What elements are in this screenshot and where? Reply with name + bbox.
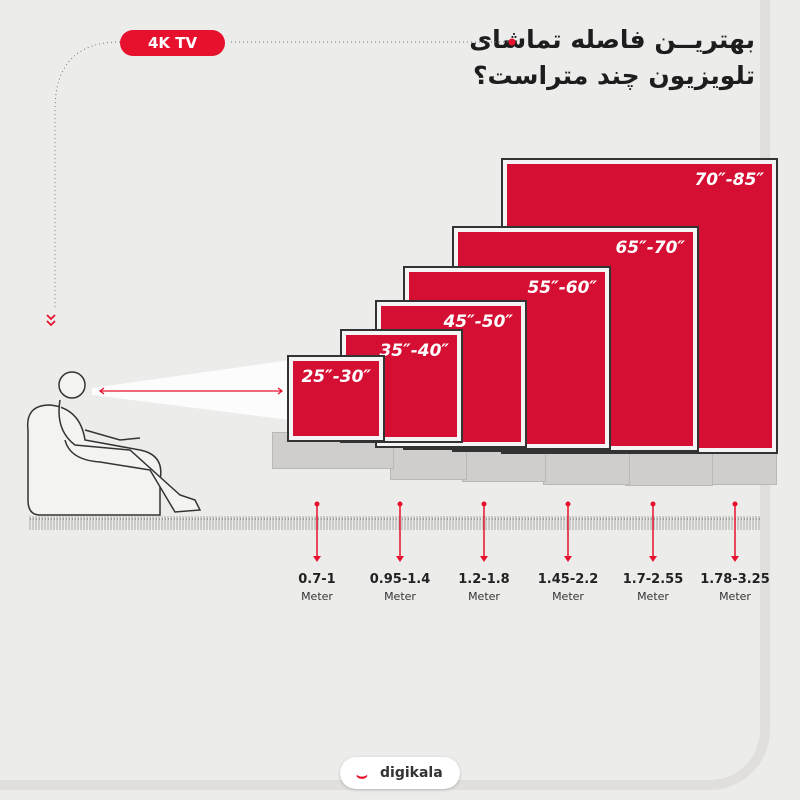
- distance-label: 1.45-2.2 Meter: [523, 572, 613, 603]
- distance-unit: Meter: [301, 590, 333, 603]
- brand-name: digikala: [380, 765, 443, 781]
- tv-size-label: 65″-70″: [615, 238, 685, 258]
- distance-arrow: [731, 501, 739, 562]
- logo-smile-icon: ⌣: [356, 765, 368, 786]
- distance-arrow: [649, 501, 657, 562]
- distance-value: 0.95-1.4: [369, 572, 431, 587]
- tv-stand: [543, 446, 630, 485]
- tv-size-label: 70″-85″: [694, 170, 764, 190]
- distance-arrows: [313, 501, 739, 562]
- distance-unit: Meter: [637, 590, 669, 603]
- distance-arrow: [564, 501, 572, 562]
- distance-label: 0.7-1 Meter: [272, 572, 362, 603]
- view-beam: [92, 360, 290, 420]
- dotted-connector: [54, 41, 512, 310]
- distance-value: 1.7-2.55: [622, 572, 684, 587]
- tv-size-label: 35″-40″: [379, 341, 449, 361]
- distance-unit: Meter: [468, 590, 500, 603]
- distance-label: 1.2-1.8 Meter: [439, 572, 529, 603]
- distance-unit: Meter: [552, 590, 584, 603]
- distance-arrow: [313, 501, 321, 562]
- distance-unit: Meter: [384, 590, 416, 603]
- person-in-armchair-illustration: [26, 371, 202, 516]
- distance-value: 1.2-1.8: [458, 572, 510, 587]
- distance-label: 1.7-2.55 Meter: [608, 572, 698, 603]
- distance-unit: Meter: [719, 590, 751, 603]
- tv-stand: [705, 450, 777, 485]
- distance-value: 1.45-2.2: [537, 572, 599, 587]
- tv-1: 25″-30″: [289, 357, 383, 440]
- title-line-1: بهتریــن فاصله تماشای: [469, 25, 755, 54]
- tv-screen: 25″-30″: [293, 361, 379, 436]
- 4k-tv-badge: 4K TV: [120, 30, 225, 56]
- title-dot: [508, 38, 516, 46]
- ruler-ticks: [29, 516, 760, 530]
- tv-size-label: 25″-30″: [301, 367, 371, 387]
- chevron-down-icon: [46, 314, 56, 327]
- distance-value: 0.7-1: [298, 572, 336, 587]
- distance-arrow: [396, 501, 404, 562]
- tv-stand: [625, 448, 713, 486]
- distance-label: 0.95-1.4 Meter: [355, 572, 445, 603]
- distance-value: 1.78-3.25: [700, 572, 770, 587]
- view-arrow: [98, 387, 284, 395]
- tv-size-label: 55″-60″: [527, 278, 597, 298]
- distance-arrow: [480, 501, 488, 562]
- page-title: بهتریــن فاصله تماشای تلویزیون چند متراس…: [469, 22, 755, 94]
- digikala-logo[interactable]: ⌣ digikala: [340, 757, 460, 789]
- distance-label: 1.78-3.25 Meter: [690, 572, 780, 603]
- tv-size-label: 45″-50″: [443, 312, 513, 332]
- title-line-2: تلویزیون چند متراست؟: [472, 61, 755, 90]
